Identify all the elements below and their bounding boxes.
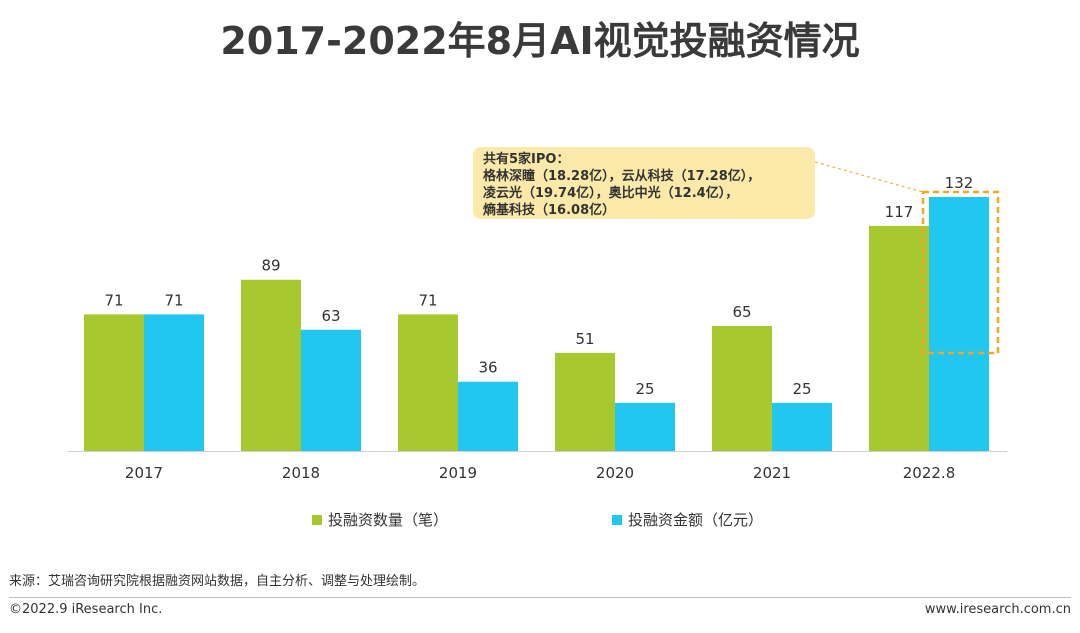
bar-count-2022.8	[869, 225, 929, 451]
website-link[interactable]: www.iresearch.com.cn	[924, 602, 1071, 617]
x-tick-label: 2018	[282, 464, 320, 482]
data-label: 51	[575, 330, 594, 348]
data-label: 63	[321, 307, 340, 325]
bar-count-2019	[398, 314, 458, 451]
bar-amount-2020	[615, 402, 675, 451]
callout-line: 凌云光（19.74亿），奥比中光（12.4亿），	[483, 186, 739, 201]
bar-count-2021	[712, 325, 772, 451]
source-note: 来源：艾瑞咨询研究院根据融资网站数据，自主分析、调整与处理绘制。	[9, 574, 426, 589]
x-tick-label: 2017	[125, 464, 163, 482]
data-label: 25	[792, 380, 811, 398]
chart-title: 2017-2022年8月AI视觉投融资情况	[220, 19, 860, 63]
legend-label-amount: 投融资金额（亿元）	[628, 511, 764, 529]
legend-label-count: 投融资数量（笔）	[328, 511, 449, 529]
bar-amount-2022.8	[929, 197, 989, 451]
ipo-callout: 共有5家IPO： 格林深瞳（18.28亿），云从科技（17.28亿）， 凌云光（…	[473, 147, 815, 219]
bar-amount-2021	[772, 402, 832, 451]
x-tick-label: 2020	[596, 464, 634, 482]
legend-swatch-count	[312, 514, 322, 525]
highlight-box	[921, 190, 1000, 355]
bar-amount-2017	[144, 314, 204, 451]
x-tick-label: 2022.8	[903, 464, 956, 482]
data-label: 36	[478, 359, 497, 377]
data-label: 71	[104, 291, 123, 309]
data-label: 25	[635, 380, 654, 398]
copyright: ©2022.9 iResearch Inc.	[9, 602, 163, 617]
callout-line: 格林深瞳（18.28亿），云从科技（17.28亿），	[483, 169, 761, 184]
callout-connector	[814, 161, 924, 193]
legend-item-count: 投融资数量（笔）	[312, 509, 448, 530]
bar-count-2018	[241, 279, 301, 451]
bar-amount-2019	[458, 381, 518, 451]
x-tick-label: 2021	[753, 464, 791, 482]
data-label: 89	[261, 257, 280, 275]
legend-swatch-amount	[612, 514, 622, 525]
bar-count-2020	[555, 352, 615, 451]
bar-amount-2018	[301, 329, 361, 451]
callout-line: 熵基科技（16.08亿）	[483, 203, 616, 218]
footer-divider	[9, 597, 1071, 598]
data-label: 117	[885, 203, 914, 221]
data-label: 71	[418, 291, 437, 309]
bar-count-2017	[84, 314, 144, 451]
callout-line: 共有5家IPO：	[483, 152, 570, 167]
legend-item-amount: 投融资金额（亿元）	[612, 509, 763, 530]
data-label: 132	[945, 174, 974, 192]
data-label: 65	[732, 303, 751, 321]
data-label: 71	[164, 291, 183, 309]
x-tick-label: 2019	[439, 464, 477, 482]
